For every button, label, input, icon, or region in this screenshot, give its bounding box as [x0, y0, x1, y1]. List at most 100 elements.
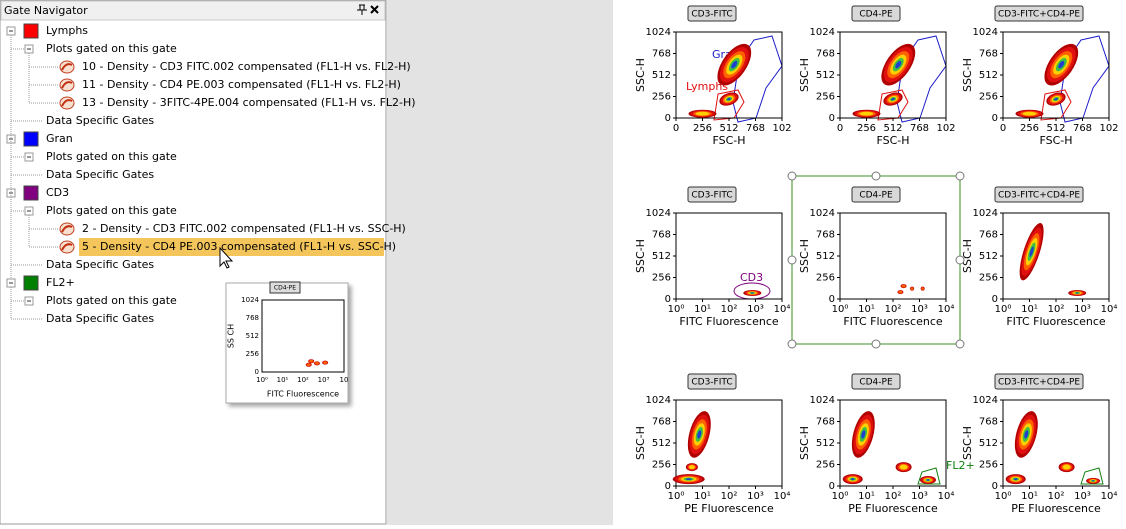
density [1075, 292, 1079, 294]
x-tick-label: 10² [1048, 304, 1065, 315]
y-axis-label: SSC-H [961, 58, 974, 92]
x-tick-label: 10² [885, 491, 902, 502]
data-specific-gates[interactable]: Data Specific Gates [46, 258, 154, 271]
y-tick-label: 0 [665, 294, 671, 305]
gate-label: CD3 [740, 271, 763, 284]
x-tick-label: 102 [936, 123, 955, 134]
density [1024, 430, 1029, 439]
x-tick-label: 768 [910, 123, 929, 134]
pin-button[interactable] [357, 4, 367, 15]
x-tick-label: 10² [721, 304, 738, 315]
resize-handle[interactable] [955, 255, 965, 265]
gate-color [23, 185, 39, 201]
y-tick-label: 256 [652, 460, 671, 471]
x-axis-label: FSC-H [1039, 134, 1072, 147]
y-tick-label: 256 [652, 273, 671, 284]
y-tick-label: 256 [816, 273, 835, 284]
y-tick-label: 768 [652, 417, 671, 428]
density [1022, 111, 1037, 116]
x-tick-label: 10¹ [1021, 304, 1038, 315]
x-tick-label: 0 [837, 123, 843, 134]
plot-item[interactable]: 10 - Density - CD3 FITC.002 compensated … [82, 60, 411, 73]
gate-name[interactable]: FL2+ [46, 276, 75, 289]
plot-icon [59, 60, 75, 74]
x-tick-label: 512 [1046, 123, 1065, 134]
plot-item[interactable]: 11 - Density - CD4 PE.003 compensated (F… [82, 78, 401, 91]
panel-header [0, 0, 386, 21]
y-tick-label: 768 [652, 230, 671, 241]
plots-header[interactable]: Plots gated on this gate [46, 42, 177, 55]
x-tick-label: 10³ [911, 304, 928, 315]
plot-title: CD3-FITC+CD4-PE [998, 378, 1080, 388]
x-tick-label: 10¹ [1021, 491, 1038, 502]
density [898, 290, 903, 294]
y-tick-label: 256 [652, 92, 671, 103]
gate-name[interactable]: Lymphs [46, 24, 88, 37]
x-tick-label: 10³ [747, 491, 764, 502]
x-tick-label: 10³ [911, 491, 928, 502]
preview-x-tick: 10² [297, 376, 309, 384]
plot-title-box [994, 5, 1084, 22]
density [685, 478, 692, 481]
x-tick-label: 10⁰ [668, 304, 685, 315]
resize-handle[interactable] [787, 171, 797, 181]
x-tick-label: 10⁴ [938, 304, 955, 315]
y-tick-label: 0 [829, 481, 835, 492]
gate-name[interactable]: Gran [46, 132, 73, 145]
plots-header[interactable]: Plots gated on this gate [46, 150, 177, 163]
x-tick-label: 10⁴ [938, 491, 955, 502]
plot-icon [59, 240, 75, 254]
plot-title: CD3-FITC [691, 191, 732, 201]
x-tick-label: 10³ [1074, 491, 1091, 502]
y-tick-label: 1024 [810, 208, 835, 219]
resize-handle[interactable] [955, 339, 965, 349]
resize-handle[interactable] [787, 339, 797, 349]
x-tick-label: 256 [1020, 123, 1039, 134]
y-tick-label: 1024 [646, 208, 671, 219]
plot-title: CD3-FITC [691, 378, 732, 388]
plot-item[interactable]: 2 - Density - CD3 FITC.002 compensated (… [82, 222, 406, 235]
plot-item[interactable]: 5 - Density - CD4 PE.003 compensated (FL… [82, 240, 396, 253]
y-axis-label: SSC-H [634, 426, 647, 460]
plots-header[interactable]: Plots gated on this gate [46, 294, 177, 307]
density [921, 287, 924, 290]
density [899, 464, 908, 470]
x-tick-label: 10² [1048, 491, 1065, 502]
preview-y-tick: 0 [255, 368, 259, 376]
density [1091, 480, 1095, 482]
data-specific-gates[interactable]: Data Specific Gates [46, 168, 154, 181]
plot-title-box [851, 373, 901, 390]
plot-title: CD4-PE [859, 378, 893, 388]
resize-handle[interactable] [871, 339, 881, 349]
close-button[interactable] [370, 5, 379, 14]
y-tick-label: 256 [816, 92, 835, 103]
plot-item[interactable]: 13 - Density - 3FITC-4PE.004 compensated… [82, 96, 416, 109]
y-tick-label: 0 [992, 294, 998, 305]
resize-handle[interactable] [787, 255, 797, 265]
gate-name[interactable]: CD3 [46, 186, 69, 199]
preview-title-box [269, 281, 301, 294]
plot-title: CD3-FITC+CD4-PE [998, 191, 1080, 201]
resize-handle[interactable] [955, 171, 965, 181]
y-axis-label: SSC-H [798, 239, 811, 273]
data-specific-gates[interactable]: Data Specific Gates [46, 312, 154, 325]
x-axis-label: FSC-H [712, 134, 745, 147]
plot-title: CD4-PE [859, 191, 893, 201]
y-tick-label: 0 [665, 113, 671, 124]
plots-header[interactable]: Plots gated on this gate [46, 204, 177, 217]
y-axis-label: SSC-H [798, 426, 811, 460]
x-tick-label: 10⁰ [995, 491, 1012, 502]
resize-handle[interactable] [871, 171, 881, 181]
x-tick-label: 10¹ [858, 304, 875, 315]
y-tick-label: 512 [652, 70, 671, 81]
plot-icon [59, 96, 75, 110]
data-specific-gates[interactable]: Data Specific Gates [46, 114, 154, 127]
